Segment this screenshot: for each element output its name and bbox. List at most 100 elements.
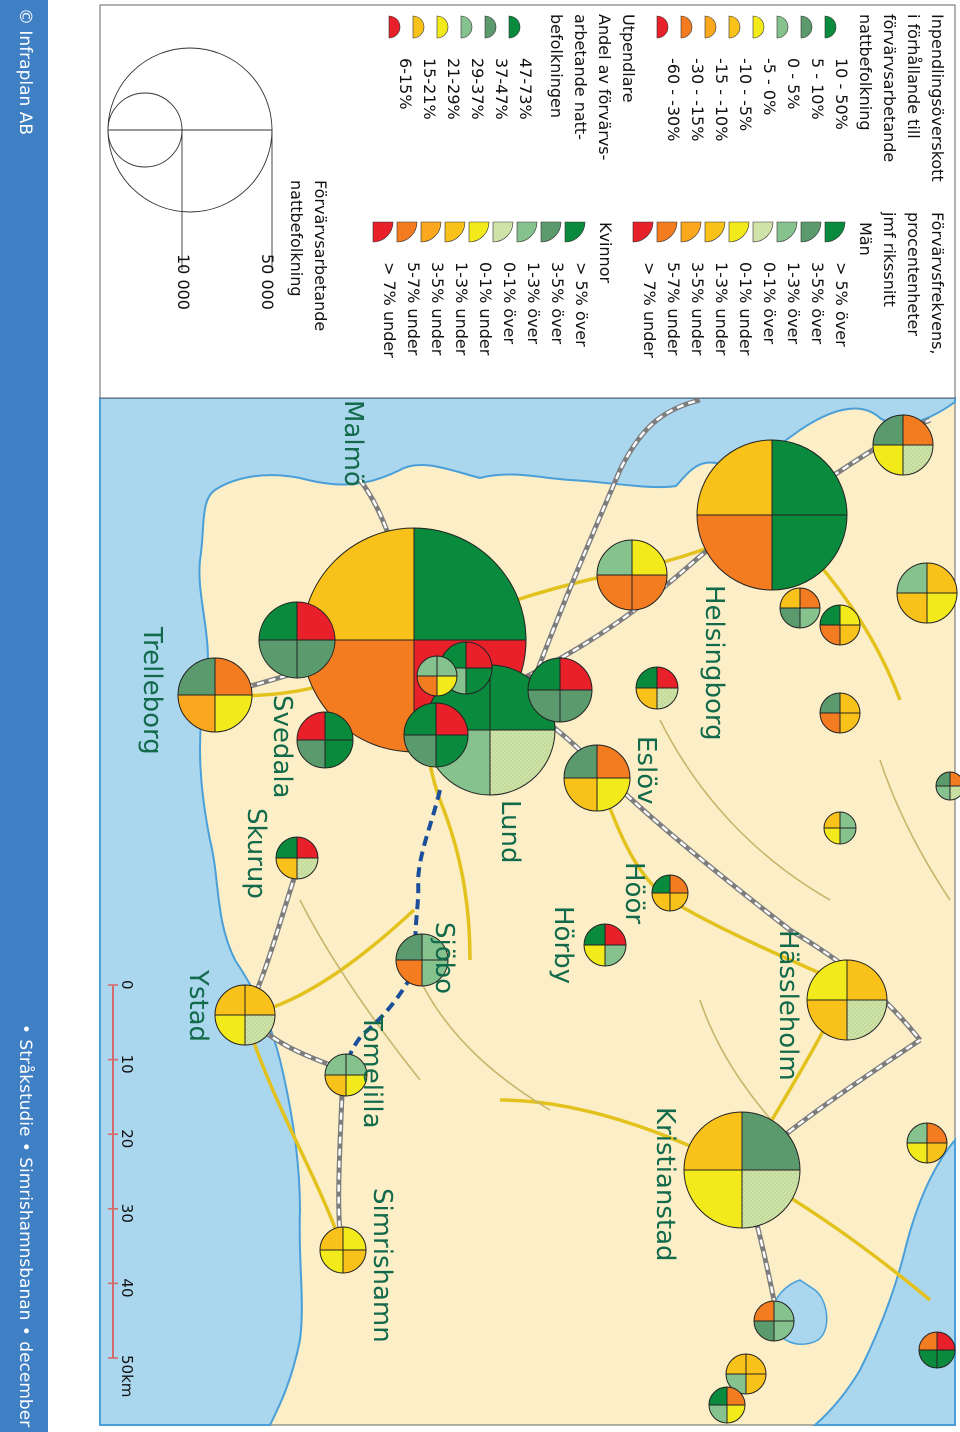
pie-bromolla-sector (926, 1122, 948, 1144)
pie-lund-n-sector (527, 657, 561, 691)
pie-burlov-sector (416, 675, 438, 697)
inpendling-title: nattbefolkning (856, 14, 875, 131)
pie-angelholm-sector (896, 562, 928, 594)
pie-bjuv (779, 587, 821, 629)
pie-svedala-n-sector (258, 639, 298, 679)
size-label-50000: 50 000 (258, 254, 277, 310)
man-class-label: 3-5% över (808, 262, 827, 345)
pie-helsingborg-s-sector (631, 539, 668, 576)
pie-hoganas-sector (635, 666, 658, 689)
pie-skurup-sector (296, 857, 319, 880)
pie-kristianstad-sector (741, 1111, 801, 1171)
pie-eslov-sector (563, 777, 598, 812)
pie-sjobo-sector (421, 959, 449, 987)
town-label-eslöv: Eslöv (631, 736, 661, 805)
scale-tick-label: 40 (118, 1278, 136, 1297)
pie-bjuv-sector (779, 607, 801, 629)
pie-helsingborg-sector (696, 439, 773, 516)
pie-eslov-sector (596, 777, 631, 812)
utpendlare-title: Andel av förvärvs- (595, 14, 614, 160)
pie-ystad-sector (214, 984, 246, 1016)
pie-hoganas-sector (635, 687, 658, 710)
pie-staffanstorp (403, 702, 469, 768)
pie-svedala-sector (324, 739, 354, 769)
pie-horby-sector (583, 923, 606, 946)
utpendlare-class-label: 37-47% (492, 58, 511, 120)
pie-tomelilla (324, 1053, 368, 1097)
pie-lund-n-sector (527, 689, 561, 723)
pie-hassleholm-sector (806, 999, 848, 1041)
man-swatch (800, 221, 822, 243)
pie-immeln (753, 1300, 795, 1342)
pie-skurup-sector (275, 857, 298, 880)
size-title: Förvärvsarbetande (311, 180, 330, 331)
pie-ostra-1-sector (872, 444, 904, 476)
pie-perstorp-sector (839, 712, 861, 734)
utpendlare-swatch (412, 15, 425, 39)
man-swatch (752, 221, 774, 243)
man-swatch (704, 221, 726, 243)
man-swatch (776, 221, 798, 243)
pie-bromolla-sector (906, 1122, 928, 1144)
pie-hassleholm-sector (846, 959, 888, 1001)
pie-svedala-n (258, 601, 336, 679)
pie-klippan-sector (839, 604, 861, 626)
pie-svedala-n-sector (296, 639, 336, 679)
inpendling-title: förvärvsarbetande (880, 14, 899, 162)
town-label-skurup: Skurup (241, 808, 271, 899)
utpendlare-title: Utpendlare (619, 14, 638, 103)
man-class-label: 1-3% under (712, 262, 731, 356)
pie-skurup-sector (296, 836, 319, 859)
utpendlare-class-label: 47-73% (516, 58, 535, 120)
utpendlare-swatch (388, 15, 401, 39)
pie-sölvesborg-sector (725, 1353, 747, 1375)
pie-staffanstorp-sector (403, 702, 437, 736)
kvinnor-class-label: 0-1% under (476, 262, 495, 356)
pie-hoganas (635, 666, 679, 710)
inpendling-swatch (728, 15, 741, 39)
kvinnor-class-label: 1-3% under (452, 262, 471, 356)
pie-kristianstad-sector (683, 1111, 743, 1171)
utpendlare-class-label: 15-21% (420, 58, 439, 120)
pie-angelholm-sector (896, 592, 928, 624)
town-label-lund: Lund (495, 800, 525, 864)
pie-trelleborg-sector (177, 657, 216, 696)
town-label-trelleborg: Trelleborg (137, 626, 167, 755)
pie-hoganas-sector (656, 666, 679, 689)
pie-sölvesborg-sector (745, 1373, 767, 1395)
scale-tick-label: 30 (118, 1204, 136, 1223)
pie-edge-3 (918, 1331, 956, 1369)
pie-eslov (563, 744, 631, 812)
pie-burlov-sector (436, 655, 458, 677)
pie-helsingborg (696, 439, 848, 591)
pie-burlov-sector (416, 655, 438, 677)
pie-sjobo-sector (421, 933, 449, 961)
pie-simrishamn-sector (319, 1249, 344, 1274)
town-label-kristianstad: Kristianstad (650, 1107, 680, 1262)
copyright-text: © Infraplan AB (15, 8, 35, 135)
scale-end-label: 50km (118, 1355, 136, 1397)
utpendlare-swatch (484, 15, 497, 39)
pie-kristianstad-sector (683, 1169, 743, 1229)
inpendling-class-label: -60 - -30% (664, 58, 683, 141)
inpendling-swatch (704, 15, 717, 39)
pie-svedala-sector (324, 711, 354, 741)
town-label-sjöbo: Sjöbo (429, 922, 459, 994)
pie-helsingborg-s-sector (596, 574, 633, 611)
inpendling-class-label: 10 - 50% (832, 58, 851, 130)
pie-burlov (416, 655, 458, 697)
pie-edge-1-sector (949, 771, 960, 787)
pie-bromolla-sector (926, 1142, 948, 1164)
pie-perstorp-sector (839, 692, 861, 714)
kvinnor-swatch (564, 221, 586, 243)
man-class-label: > 5% över (832, 262, 851, 347)
kvinnor-class-label: 0-1% över (500, 262, 519, 345)
utpendlare-class-label: 21-29% (444, 58, 463, 120)
pie-svedala-sector (296, 711, 326, 741)
footer-text: • Stråkstudie • Simrishamnsbanan • decem… (15, 1024, 36, 1432)
pie-burlov-sector (436, 675, 458, 697)
scale-tick-label: 0 (118, 980, 136, 990)
kvinnor-swatch (516, 221, 538, 243)
inpendling-class-label: 5 - 10% (808, 58, 827, 120)
pie-helsingborg-sector (771, 514, 848, 591)
